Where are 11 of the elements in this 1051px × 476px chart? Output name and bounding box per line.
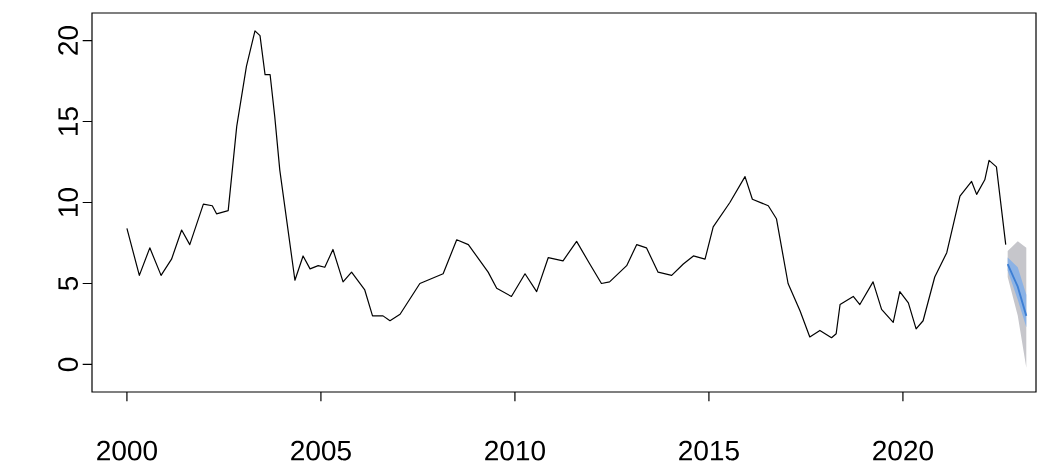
x-tick-label: 2005 [291,440,351,461]
x-tick-label: 2020 [873,440,933,461]
y-tick-label: 5 [58,276,78,291]
x-tick-label: 2000 [97,440,157,461]
y-tick-label: 15 [58,107,78,135]
x-tick-label: 2010 [485,440,545,461]
y-tick-label: 20 [58,26,78,55]
line-series [126,30,1007,339]
x-tick-label: 2015 [679,440,739,461]
y-tick-label: 10 [58,188,78,216]
y-tick-label: 0 [58,357,78,372]
